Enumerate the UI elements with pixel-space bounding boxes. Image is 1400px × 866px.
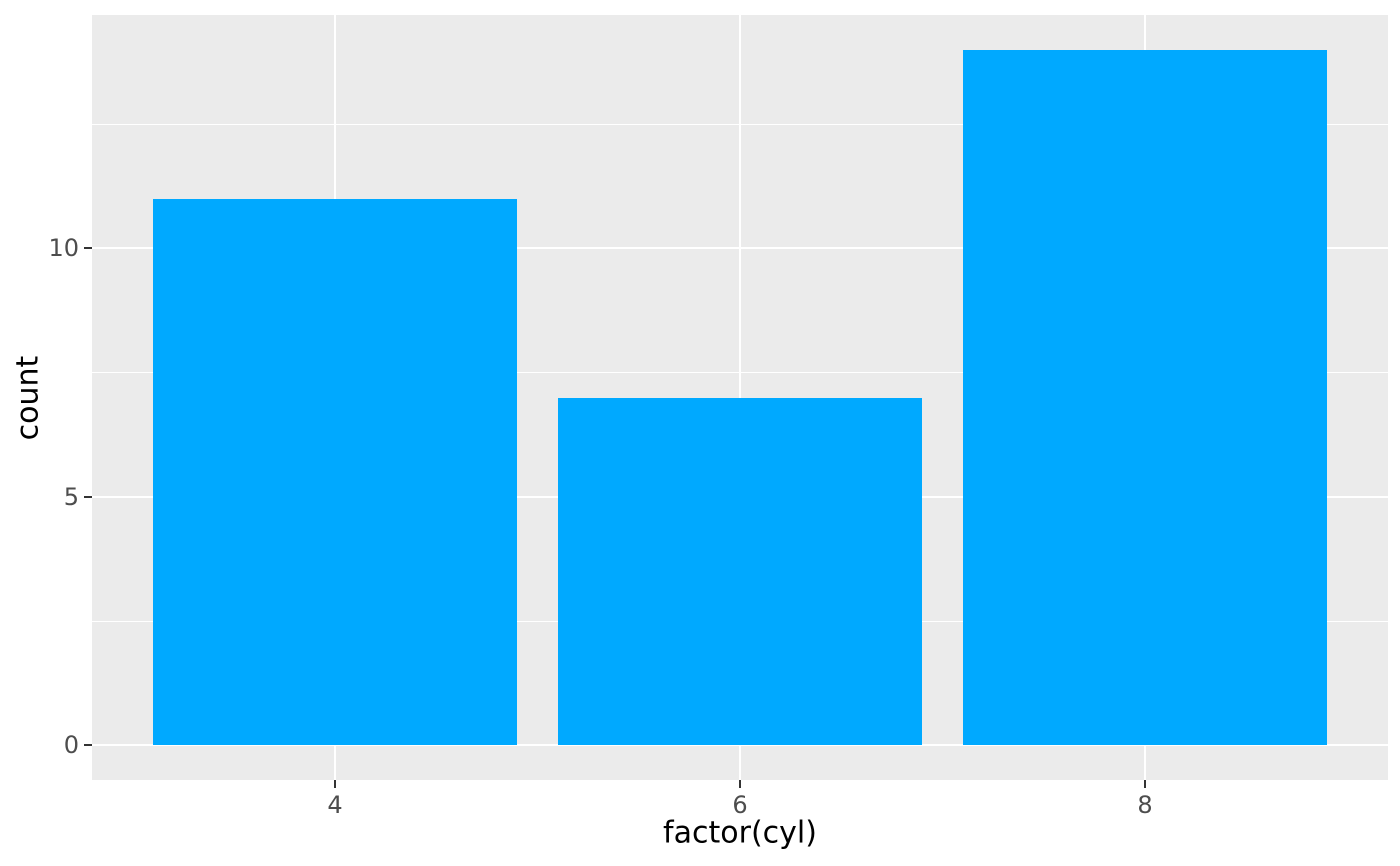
bar-cyl-6: [557, 397, 923, 746]
y-tick-mark: [84, 744, 92, 747]
x-tick-label: 4: [327, 791, 343, 819]
bar-cyl-4: [152, 198, 518, 746]
x-tick-label: 8: [1137, 791, 1153, 819]
plot-panel: [92, 15, 1388, 780]
x-tick-mark: [739, 780, 741, 788]
y-axis-title: count: [10, 355, 46, 440]
bar-cyl-8: [962, 49, 1328, 746]
y-tick-mark: [84, 495, 92, 498]
x-tick-mark: [334, 780, 336, 788]
x-tick-label: 6: [732, 791, 748, 819]
y-tick-label: 5: [63, 482, 79, 511]
y-tick-label: 0: [63, 731, 79, 760]
y-tick-label: 10: [48, 234, 79, 263]
y-tick-mark: [84, 247, 92, 250]
x-tick-mark: [1144, 780, 1146, 788]
x-axis-title: factor(cyl): [663, 815, 817, 851]
